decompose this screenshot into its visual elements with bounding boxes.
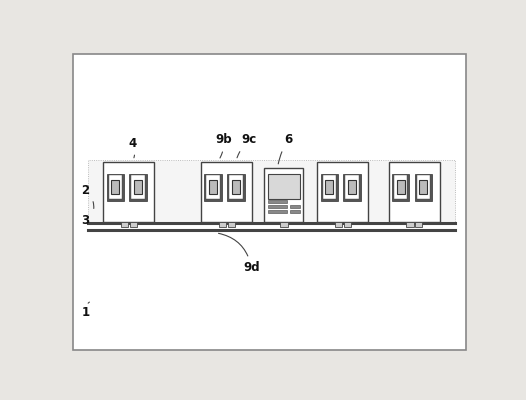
Bar — [129, 174, 147, 201]
Text: 3: 3 — [81, 214, 94, 226]
Text: 9b: 9b — [216, 134, 232, 158]
Bar — [232, 180, 240, 194]
Bar — [343, 174, 361, 201]
Text: 9d: 9d — [218, 233, 260, 274]
Bar — [227, 174, 245, 201]
Bar — [268, 174, 300, 199]
Bar — [392, 174, 409, 201]
Bar — [132, 175, 145, 199]
Bar — [415, 174, 432, 201]
Bar — [335, 222, 342, 227]
Bar — [318, 162, 368, 222]
Bar — [322, 175, 336, 199]
Bar — [348, 180, 356, 194]
Bar — [229, 175, 242, 199]
Bar — [265, 168, 303, 222]
Bar — [417, 175, 430, 199]
Bar — [268, 200, 287, 203]
Bar — [104, 162, 155, 222]
Bar — [290, 205, 300, 208]
Bar — [320, 174, 338, 201]
Bar — [219, 222, 226, 227]
Bar — [268, 205, 287, 208]
Bar — [420, 180, 428, 194]
Text: 9c: 9c — [237, 134, 257, 158]
Text: 2: 2 — [81, 184, 94, 208]
Bar — [406, 222, 413, 227]
Bar — [209, 180, 217, 194]
Bar — [206, 175, 220, 199]
Bar — [134, 180, 142, 194]
Bar — [108, 175, 122, 199]
Bar — [121, 222, 128, 227]
Bar — [290, 210, 300, 213]
Bar — [394, 175, 407, 199]
Text: 4: 4 — [129, 136, 137, 158]
Bar — [325, 180, 333, 194]
Bar — [343, 222, 351, 227]
Bar — [228, 222, 235, 227]
Text: 6: 6 — [278, 134, 292, 164]
Bar — [88, 160, 455, 223]
Bar — [415, 222, 422, 227]
Bar — [106, 174, 124, 201]
Bar — [111, 180, 119, 194]
Bar — [130, 222, 137, 227]
Text: 1: 1 — [81, 302, 89, 319]
Bar — [280, 222, 288, 227]
Bar — [205, 174, 221, 201]
Bar — [389, 162, 440, 222]
Bar — [201, 162, 252, 222]
Bar — [268, 210, 287, 213]
Bar — [346, 175, 359, 199]
Bar — [397, 180, 404, 194]
